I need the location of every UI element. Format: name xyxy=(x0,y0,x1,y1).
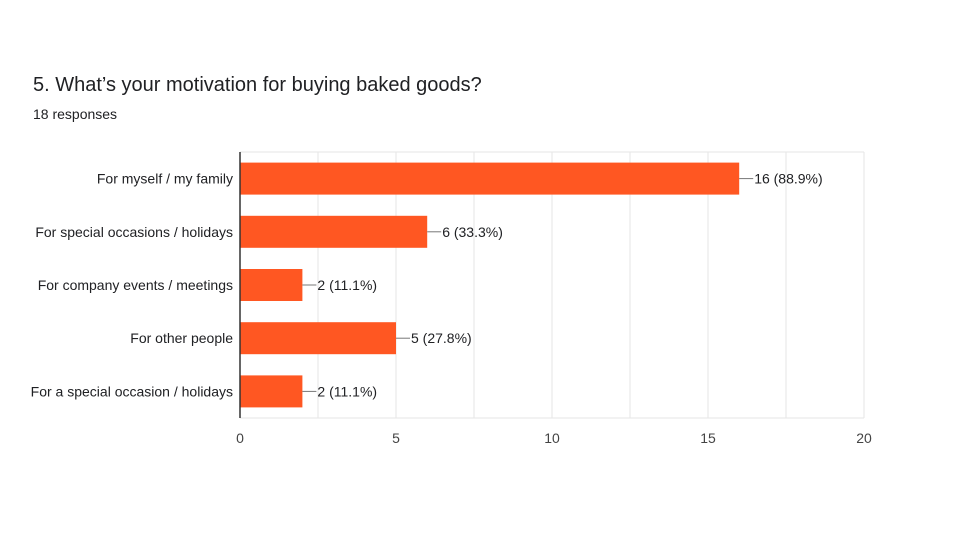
x-tick-label: 10 xyxy=(544,430,560,446)
bar[interactable] xyxy=(240,322,396,355)
category-label: For other people xyxy=(130,330,233,346)
category-label: For company events / meetings xyxy=(38,277,233,293)
bar[interactable] xyxy=(240,269,303,301)
bar[interactable] xyxy=(240,215,428,248)
question-title: 5. What’s your motivation for buying bak… xyxy=(33,74,482,96)
bar[interactable] xyxy=(240,375,303,408)
x-tick-label: 5 xyxy=(392,430,400,446)
grid-lines xyxy=(239,151,865,419)
data-label: 5 (27.8%) xyxy=(411,330,472,346)
category-label: For myself / my family xyxy=(97,171,233,187)
bars xyxy=(240,162,740,408)
response-count: 18 responses xyxy=(33,106,118,122)
labels: For myself / my family 16 (88.9%) For spec… xyxy=(31,171,823,400)
x-tick-label: 15 xyxy=(700,430,716,446)
category-label: For special occasions / holidays xyxy=(35,224,233,240)
data-label: 2 (11.1%) xyxy=(317,277,377,293)
axes: 0 5 10 15 20 xyxy=(236,152,872,446)
data-label: 2 (11.1%) xyxy=(317,383,377,399)
category-label: For a special occasion / holidays xyxy=(31,383,233,399)
x-tick-label: 0 xyxy=(236,430,244,446)
bar[interactable] xyxy=(240,162,740,195)
data-label: 6 (33.3%) xyxy=(442,224,503,240)
data-label: 16 (88.9%) xyxy=(754,171,822,187)
x-tick-label: 20 xyxy=(856,430,872,446)
